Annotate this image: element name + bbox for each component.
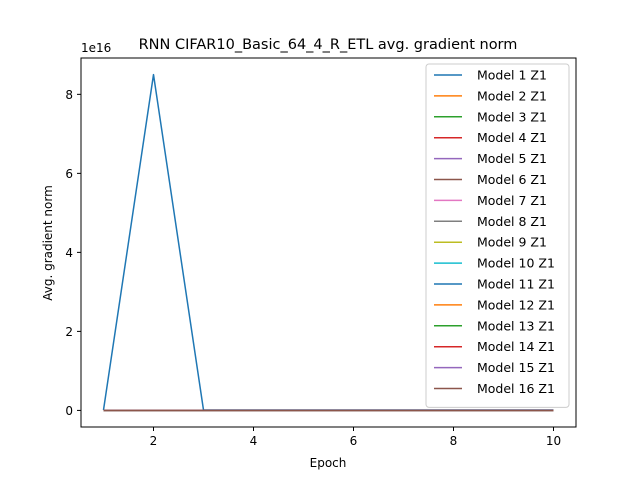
legend-label-5: Model 5 Z1 (477, 151, 547, 166)
legend-label-4: Model 4 Z1 (477, 130, 547, 145)
y-tick-label: 2 (65, 325, 73, 339)
y-tick-label: 0 (65, 404, 73, 418)
x-tick-label: 8 (450, 434, 458, 448)
x-axis: 2 4 6 8 10 (150, 427, 561, 448)
x-tick-label: 2 (150, 434, 158, 448)
legend-label-10: Model 10 Z1 (477, 256, 555, 271)
legend-label-2: Model 2 Z1 (477, 88, 547, 103)
series-layer (102, 73, 554, 412)
legend-label-14: Model 14 Z1 (477, 339, 555, 354)
legend-label-13: Model 13 Z1 (477, 318, 555, 333)
y-tick-label: 8 (65, 88, 73, 102)
legend-label-15: Model 15 Z1 (477, 360, 555, 375)
y-tick-label: 6 (65, 167, 73, 181)
legend-label-7: Model 7 Z1 (477, 193, 547, 208)
legend-label-6: Model 6 Z1 (477, 172, 547, 187)
y-axis-label: Avg. gradient norm (41, 185, 55, 301)
y-axis-offset-label: 1e16 (81, 41, 111, 55)
x-tick-label: 4 (250, 434, 258, 448)
legend-label-3: Model 3 Z1 (477, 109, 547, 124)
x-tick-label: 10 (546, 434, 561, 448)
legend-label-16: Model 16 Z1 (477, 381, 555, 396)
y-tick-label: 4 (65, 246, 73, 260)
plot-frame (80, 57, 577, 428)
legend-box (425, 63, 570, 408)
x-tick-label: 6 (350, 434, 358, 448)
x-axis-label: Epoch (310, 456, 347, 470)
legend-label-8: Model 8 Z1 (477, 214, 547, 229)
legend-label-1: Model 1 Z1 (477, 68, 547, 83)
chart-title: RNN CIFAR10_Basic_64_4_R_ETL avg. gradie… (139, 37, 518, 53)
legend-label-9: Model 9 Z1 (477, 235, 547, 250)
legend-label-12: Model 12 Z1 (477, 297, 555, 312)
legend: Model 1 Z1 Model 2 Z1 Model 3 Z1 Model 4 Z1… (425, 63, 570, 408)
y-axis: 0 2 4 6 8 (65, 88, 81, 418)
legend-label-11: Model 11 Z1 (477, 277, 555, 292)
